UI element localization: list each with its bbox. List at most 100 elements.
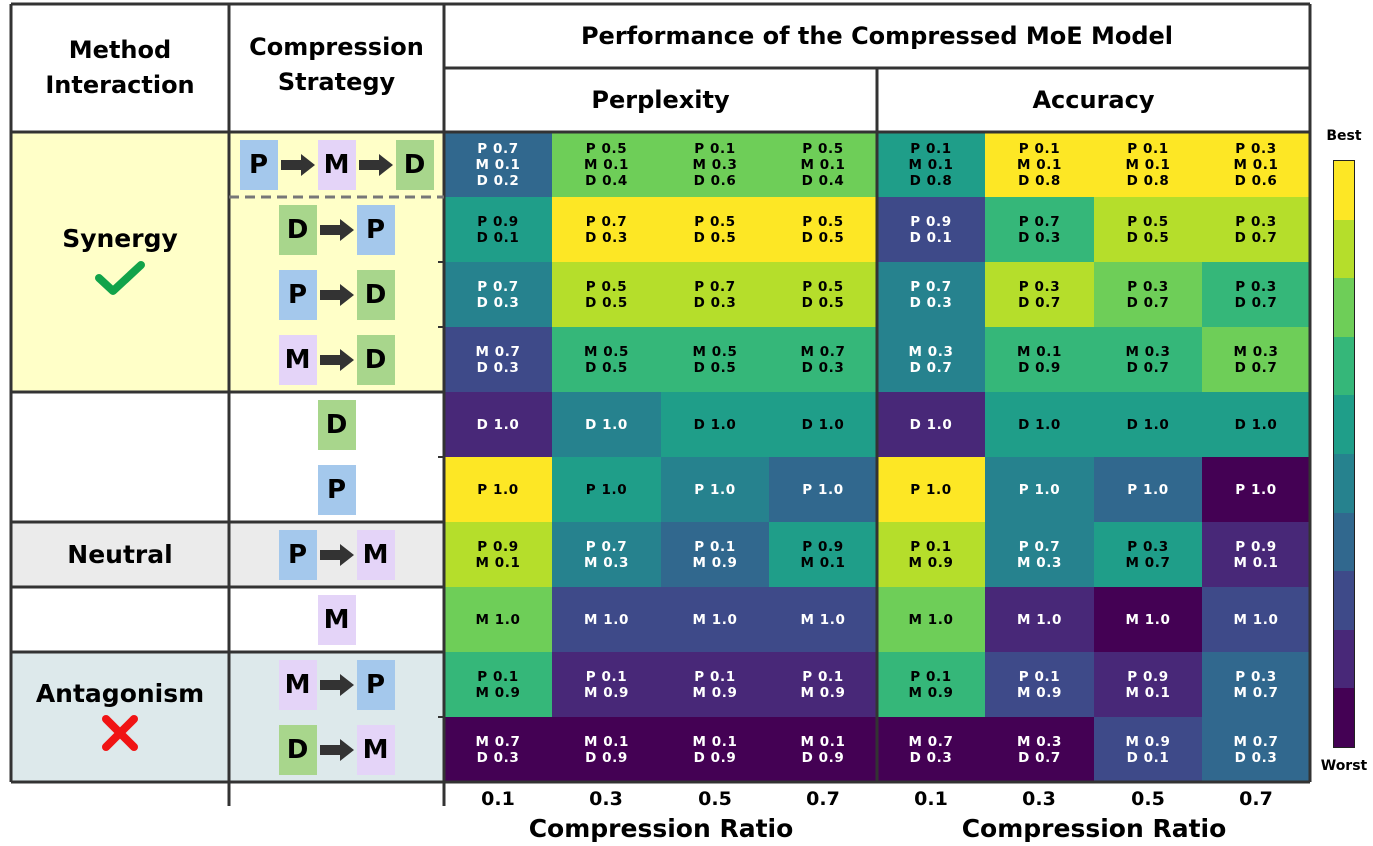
heatmap-cell: P 0.9 M 0.1: [1094, 652, 1202, 717]
strategy-block-d: D: [278, 204, 317, 255]
cell-value-label: D 0.7: [1126, 359, 1170, 376]
heatmap-cell: P 0.5 D 0.5: [769, 262, 877, 327]
heatmap-cell: P 0.1 M 0.9: [444, 652, 552, 717]
heatmap-cell: P 1.0: [877, 457, 985, 522]
x-tick-label: 0.3: [1022, 788, 1056, 810]
cell-value-label: M 1.0: [1016, 611, 1063, 628]
heatmap-cell: P 0.7 M 0.3: [552, 522, 661, 587]
colorbar-segment: [1334, 219, 1354, 279]
cell-value-label: D 0.5: [801, 294, 845, 311]
arrow-right-icon: [317, 270, 357, 320]
cell-value-label: M 0.9: [908, 554, 954, 571]
cell-value-label: D 0.8: [1018, 172, 1061, 189]
cell-value-label: D 0.4: [585, 172, 628, 189]
cell-value-label: P 0.1: [910, 538, 952, 555]
compression-strategy-header-line: Strategy: [277, 68, 396, 96]
heatmap-cell: P 0.5 M 0.1 D 0.4: [552, 132, 661, 197]
heatmap-cell: P 0.1 M 0.9: [661, 522, 769, 587]
cell-value-label: M 0.3: [692, 156, 738, 173]
arrow-right-icon: [317, 205, 357, 255]
cell-value-label: P 0.7: [585, 538, 628, 555]
x-tick-label: 0.7: [1239, 788, 1273, 810]
cell-value-label: P 1.0: [585, 481, 628, 498]
colorbar-segment: [1334, 336, 1354, 396]
cell-value-label: D 0.5: [693, 359, 737, 376]
strategy-block-d: D: [356, 269, 395, 320]
heatmap-cell: P 1.0: [1094, 457, 1202, 522]
heatmap-cell: P 0.7 D 0.3: [661, 262, 769, 327]
cell-value-label: M 0.9: [800, 684, 846, 701]
heatmap-cell: P 1.0: [985, 457, 1094, 522]
heatmap-cell: D 1.0: [661, 392, 769, 457]
heatmap-cell: M 0.5 D 0.5: [661, 327, 769, 392]
cell-value-label: M 0.7: [475, 733, 521, 750]
cell-value-label: P 1.0: [477, 481, 519, 498]
heatmap-cell: P 0.9 M 0.1: [769, 522, 877, 587]
heatmap-cell: P 0.1 M 0.1 D 0.8: [877, 132, 985, 197]
heatmap-cell: M 0.7 D 0.3: [877, 717, 985, 782]
strategy-block-m: M: [356, 724, 395, 775]
colorbar-segment: [1334, 629, 1354, 689]
heatmap-cell: M 1.0: [769, 587, 877, 652]
cell-value-label: M 0.1: [1233, 554, 1279, 571]
cell-value-label: D 0.1: [1126, 749, 1170, 766]
cell-value-label: D 0.6: [693, 172, 737, 189]
cell-value-label: M 0.9: [908, 684, 954, 701]
cell-value-label: P 0.7: [910, 278, 952, 295]
heatmap-cell: P 0.5 D 0.5: [552, 262, 661, 327]
cell-value-label: D 0.9: [585, 749, 628, 766]
cell-value-label: P 0.7: [585, 213, 628, 230]
strategy-block-d: D: [317, 399, 356, 450]
cell-value-label: M 0.9: [1125, 733, 1171, 750]
x-tick-label: 0.1: [914, 788, 948, 810]
cell-value-label: P 0.3: [1235, 668, 1277, 685]
heatmap-cell: P 0.7 M 0.1 D 0.2: [444, 132, 552, 197]
heatmap-cell: D 1.0: [1202, 392, 1310, 457]
cell-value-label: M 0.7: [1125, 554, 1171, 571]
strategy-block-m: M: [278, 334, 317, 385]
cell-value-label: P 0.3: [1235, 278, 1277, 295]
cell-value-label: M 0.1: [475, 554, 521, 571]
heatmap-cell: M 0.1 D 0.9: [661, 717, 769, 782]
cell-value-label: D 0.5: [585, 359, 628, 376]
cell-value-label: M 0.3: [1125, 343, 1171, 360]
heatmap-cell: P 1.0: [444, 457, 552, 522]
cell-value-label: P 0.1: [802, 668, 844, 685]
cross-icon: [101, 714, 139, 756]
heatmap-cell: M 0.7 D 0.3: [769, 327, 877, 392]
cell-value-label: D 0.5: [801, 229, 845, 246]
cell-value-label: M 0.1: [1233, 156, 1279, 173]
perplexity-header: Perplexity: [591, 85, 730, 114]
cell-value-label: D 0.3: [909, 749, 953, 766]
colorbar-segment: [1334, 278, 1354, 337]
cell-value-label: D 0.8: [909, 172, 953, 189]
group-synergy: Synergy: [11, 132, 229, 392]
heatmap-cell: P 0.7 D 0.3: [877, 262, 985, 327]
cell-value-label: P 0.5: [585, 140, 628, 157]
x-axis-label: Compression Ratio: [528, 814, 794, 843]
group-label: Synergy: [62, 223, 178, 253]
heatmap-cell: P 0.5 D 0.5: [1094, 197, 1202, 262]
heatmap-cell: M 0.5 D 0.5: [552, 327, 661, 392]
cell-value-label: M 0.7: [475, 343, 521, 360]
cell-value-label: P 0.7: [1018, 213, 1061, 230]
x-tick-label: 0.5: [1131, 788, 1165, 810]
cell-value-label: M 1.0: [475, 611, 521, 628]
heatmap-cell: P 0.1 M 0.9: [661, 652, 769, 717]
heatmap-cell: P 0.5 D 0.5: [661, 197, 769, 262]
heatmap-cell: P 0.7 D 0.3: [985, 197, 1094, 262]
cell-value-label: D 0.2: [476, 172, 520, 189]
heatmap-cell: D 1.0: [877, 392, 985, 457]
heatmap-cell: P 0.3 D 0.7: [985, 262, 1094, 327]
heatmap-cell: M 0.3 D 0.7: [985, 717, 1094, 782]
x-tick-label: 0.1: [481, 788, 515, 810]
arrow-right-icon: [317, 725, 357, 775]
cell-value-label: P 0.1: [477, 668, 519, 685]
cell-value-label: D 1.0: [1018, 416, 1061, 433]
strategy-block-p: P: [317, 464, 356, 515]
cell-value-label: P 0.5: [802, 278, 844, 295]
heatmap-cell: P 0.9 M 0.1: [444, 522, 552, 587]
heatmap-cell: P 0.1 M 0.9: [769, 652, 877, 717]
colorbar-segment: [1334, 688, 1354, 747]
